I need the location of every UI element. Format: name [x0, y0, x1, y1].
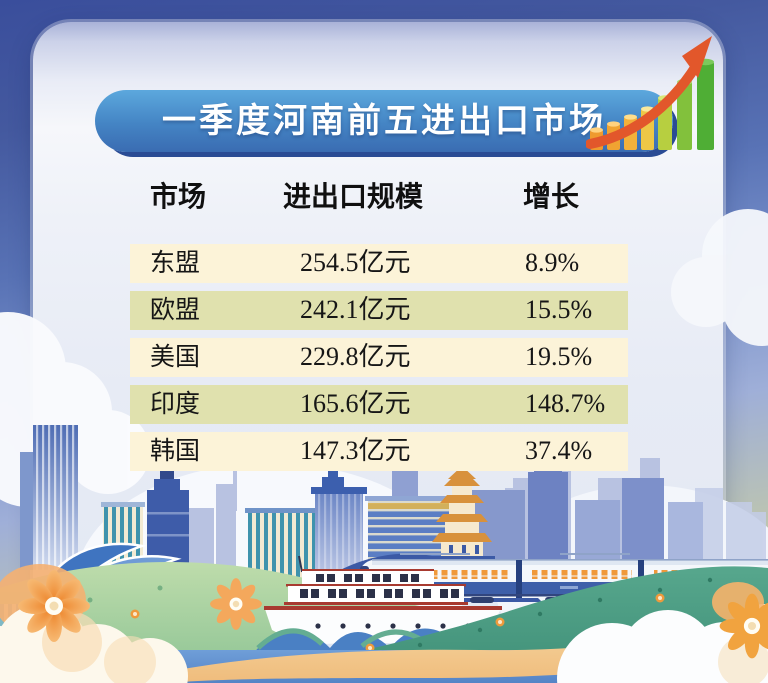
growth-cell: 15.5%: [525, 295, 593, 325]
growth-arrow-icon: [586, 36, 712, 149]
teal-speckles: [417, 577, 713, 648]
scale-cell: 242.1亿元: [300, 295, 411, 325]
title-banner: 一季度河南前五进出口市场: [95, 90, 673, 152]
scale-cell: 165.6亿元: [300, 389, 411, 419]
table-row: 欧盟 242.1亿元 15.5%: [130, 290, 628, 330]
far-skyline-faint: [695, 488, 766, 566]
bottom-right-cloud: [557, 582, 768, 683]
market-cell: 印度: [150, 390, 201, 418]
market-cell: 欧盟: [150, 296, 201, 324]
striped-skyscraper: [20, 425, 78, 570]
rising-bar-chart-arrow-icon: [586, 36, 714, 150]
orange-flower-icon: [210, 578, 262, 630]
market-cell: 美国: [150, 343, 201, 371]
orange-flower-icon: [18, 570, 91, 642]
market-cell: 韩国: [150, 437, 201, 465]
markets-table: 市场 进出口规模 增长 东盟 254.5亿元 8.9% 欧盟 242.1亿元 1…: [130, 180, 628, 479]
page-title: 一季度河南前五进出口市场: [162, 102, 606, 140]
left-edge-cloud: [0, 312, 150, 507]
scale-cell: 229.8亿元: [300, 342, 411, 372]
table-row: 美国 229.8亿元 19.5%: [130, 337, 628, 377]
table-row: 韩国 147.3亿元 37.4%: [130, 431, 628, 471]
header-scale: 进出口规模: [283, 181, 424, 212]
header-growth: 增长: [523, 181, 580, 212]
table-row: 印度 165.6亿元 148.7%: [130, 384, 628, 424]
table-header-row: 市场 进出口规模 增长: [130, 180, 628, 214]
growth-cell: 148.7%: [525, 389, 606, 419]
table-row: 东盟 254.5亿元 8.9%: [130, 243, 628, 283]
growth-cell: 8.9%: [525, 248, 580, 278]
scale-cell: 147.3亿元: [300, 436, 411, 466]
scale-cell: 254.5亿元: [300, 248, 411, 278]
header-market: 市场: [150, 181, 207, 212]
right-edge-cloud: [671, 209, 768, 346]
market-cell: 东盟: [150, 249, 201, 277]
growth-cell: 19.5%: [525, 342, 593, 372]
growth-cell: 37.4%: [525, 436, 593, 466]
